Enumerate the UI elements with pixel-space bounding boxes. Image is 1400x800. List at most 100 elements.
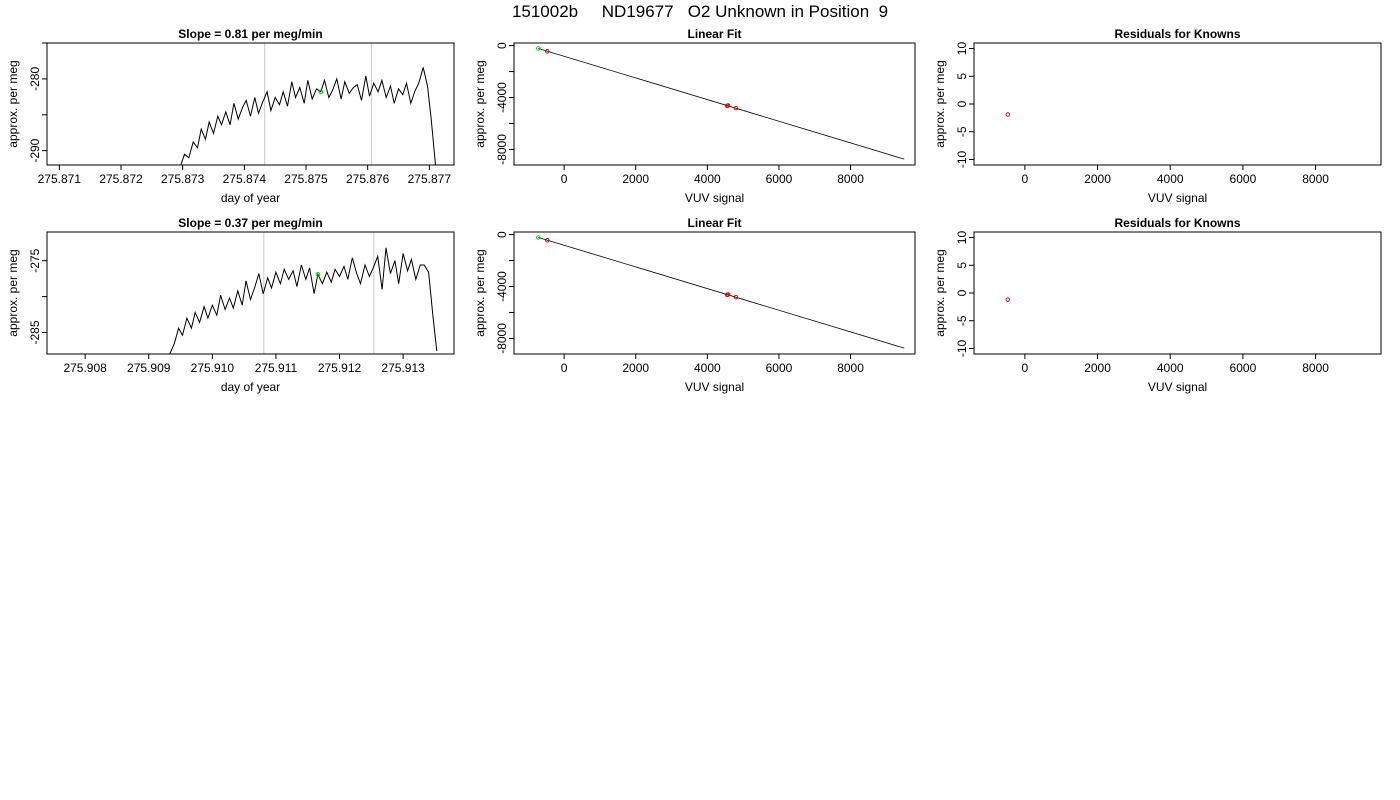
x-tick-label: 275.873	[161, 172, 205, 186]
plot-area	[1005, 112, 1011, 117]
plot-frame	[46, 231, 455, 355]
data-point-1	[545, 238, 550, 243]
plot-frame	[513, 231, 916, 355]
x-tick-label: 275.871	[38, 172, 82, 186]
y-tick-label: 0	[495, 231, 509, 238]
chart-r1-resid: Residuals for Knowns 0 2000 4000 6000 8000 10 5…	[933, 27, 1382, 205]
y-axis-label: approx. per meg	[473, 60, 487, 147]
x-tick-label: 2000	[1084, 172, 1111, 186]
x-tick-label: 6000	[766, 361, 793, 375]
y-tick-label: 10	[955, 42, 969, 56]
chart-r1-fit: Linear Fit 0 2000 4000 6000 8000 0 -4000 -8000 VU…	[473, 27, 916, 205]
y-tick-label: 10	[955, 231, 969, 245]
plot-title: Slope = 0.81 per meg/min	[178, 27, 322, 41]
data-point-0	[1005, 297, 1011, 302]
y-tick-label: 0	[495, 42, 509, 49]
x-tick-label: 275.912	[318, 361, 362, 375]
fit-line	[538, 48, 905, 160]
plot-area	[180, 67, 436, 165]
data-point-0	[536, 235, 541, 240]
chart-r2-fit: Linear Fit 0 2000 4000 6000 8000 0 -4000 -8000 VU…	[473, 216, 916, 394]
series-line-0	[180, 67, 436, 165]
y-tick-label: -10	[955, 339, 969, 357]
x-axis-label: day of year	[221, 191, 280, 205]
y-tick-label: -5	[955, 315, 969, 326]
y-tick-label: 0	[955, 100, 969, 107]
y-tick-label: 0	[955, 289, 969, 296]
plot-title: Slope = 0.37 per meg/min	[178, 216, 322, 230]
plot-title: Linear Fit	[687, 27, 741, 41]
chart-r1-time: Slope = 0.81 per meg/min 275.871 275.872 27…	[6, 27, 455, 205]
plot-area	[536, 235, 905, 349]
data-point-0	[1005, 112, 1011, 117]
plot-area	[169, 247, 438, 354]
x-tick-label: 275.875	[284, 172, 328, 186]
plot-area	[536, 46, 905, 160]
y-tick-label: -10	[955, 150, 969, 168]
y-tick-label: -4000	[495, 271, 509, 302]
plot-title: Linear Fit	[687, 216, 741, 230]
x-axis-label: VUV signal	[1148, 191, 1207, 205]
x-axis-label: VUV signal	[685, 380, 744, 394]
x-tick-label: 275.910	[191, 361, 235, 375]
y-tick-label: -8000	[495, 323, 509, 354]
plot-frame	[46, 42, 455, 166]
y-tick-label: -4000	[495, 82, 509, 113]
plot-area	[1005, 297, 1011, 302]
x-tick-label: 8000	[1302, 361, 1329, 375]
chart-r2-resid: Residuals for Knowns 0 2000 4000 6000 8000 10 5…	[933, 216, 1382, 394]
y-axis-label: approx. per meg	[933, 249, 947, 336]
y-tick-label: 5	[955, 73, 969, 80]
x-tick-label: 2000	[1084, 361, 1111, 375]
x-tick-label: 275.872	[99, 172, 143, 186]
data-point-4	[733, 294, 739, 300]
x-tick-label: 275.911	[255, 361, 298, 375]
x-tick-label: 4000	[694, 172, 721, 186]
x-axis-label: VUV signal	[685, 191, 744, 205]
y-tick-label: -5	[955, 126, 969, 137]
plot-title: Residuals for Knowns	[1114, 216, 1240, 230]
plot-frame	[973, 42, 1382, 166]
chart-r2-time: Slope = 0.37 per meg/min 275.908 275.909 27…	[6, 216, 455, 394]
y-tick-label: -280	[28, 67, 42, 91]
x-tick-label: 8000	[837, 172, 864, 186]
y-tick-label: -8000	[495, 134, 509, 165]
data-point-4	[733, 105, 739, 111]
x-tick-label: 4000	[1157, 172, 1184, 186]
data-point-0	[536, 46, 541, 51]
x-tick-label: 275.874	[223, 172, 267, 186]
y-axis-label: approx. per meg	[6, 60, 20, 147]
x-axis-label: VUV signal	[1148, 380, 1207, 394]
x-tick-label: 275.908	[63, 361, 107, 375]
y-axis-label: approx. per meg	[473, 249, 487, 336]
x-tick-label: 275.877	[408, 172, 452, 186]
series-line-0	[169, 247, 438, 354]
highlight-point	[315, 272, 321, 277]
y-tick-label: -290	[28, 138, 42, 162]
x-tick-label: 2000	[622, 172, 649, 186]
y-tick-label: 5	[955, 262, 969, 269]
plot-frame	[973, 231, 1382, 355]
y-tick-label: -285	[28, 320, 42, 344]
x-tick-label: 0	[561, 172, 568, 186]
x-tick-label: 275.913	[381, 361, 425, 375]
x-tick-label: 8000	[837, 361, 864, 375]
y-axis-label: approx. per meg	[933, 60, 947, 147]
x-tick-label: 8000	[1302, 172, 1329, 186]
x-tick-label: 4000	[1157, 361, 1184, 375]
data-point-1	[545, 49, 550, 54]
y-tick-label: -275	[28, 248, 42, 272]
x-tick-label: 4000	[694, 361, 721, 375]
highlight-point	[318, 89, 324, 95]
x-tick-label: 6000	[1230, 361, 1257, 375]
y-axis-label: approx. per meg	[6, 249, 20, 336]
x-tick-label: 0	[561, 361, 568, 375]
x-tick-label: 2000	[622, 361, 649, 375]
x-tick-label: 6000	[1230, 172, 1257, 186]
plot-frame	[513, 42, 916, 166]
x-tick-label: 275.909	[127, 361, 171, 375]
page-title: 151002b ND19677 O2 Unknown in Position 9	[511, 2, 889, 21]
x-tick-label: 0	[1022, 361, 1029, 375]
data-point-3	[725, 103, 731, 108]
